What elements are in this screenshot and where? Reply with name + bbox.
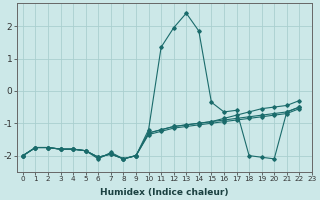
- X-axis label: Humidex (Indice chaleur): Humidex (Indice chaleur): [100, 188, 228, 197]
